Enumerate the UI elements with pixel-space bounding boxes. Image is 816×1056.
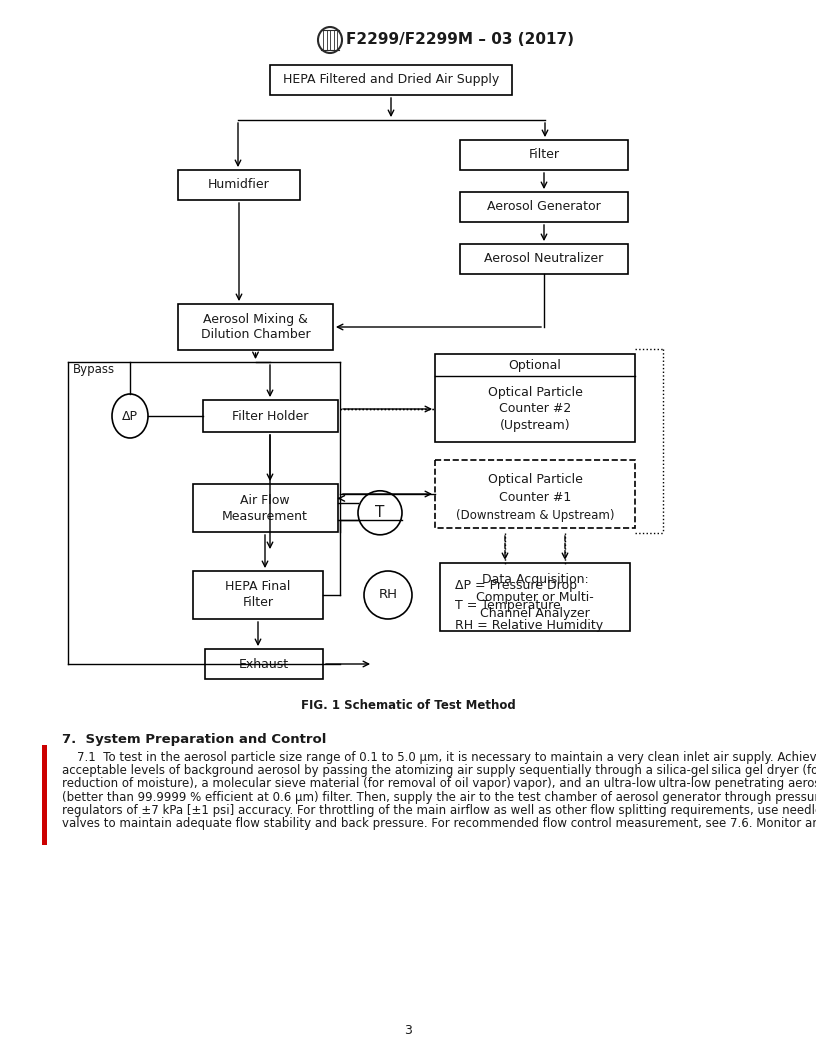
- Text: Bypass: Bypass: [73, 363, 115, 377]
- Text: Filter Holder: Filter Holder: [232, 410, 308, 422]
- Bar: [435, 460, 635, 528]
- Text: valves to maintain adequate flow stability and back pressure. For recommended fl: valves to maintain adequate flow stabili…: [62, 817, 816, 830]
- Text: Humidfier: Humidfier: [208, 178, 270, 191]
- Text: 3: 3: [404, 1023, 412, 1037]
- Text: 7.  System Preparation and Control: 7. System Preparation and Control: [62, 733, 326, 746]
- Text: Exhaust: Exhaust: [239, 658, 289, 671]
- Text: FIG. 1 Schematic of Test Method: FIG. 1 Schematic of Test Method: [300, 699, 516, 712]
- Bar: [178, 304, 333, 350]
- Text: Aerosol Mixing &: Aerosol Mixing &: [203, 313, 308, 326]
- Text: 7.1  To test in the aerosol particle size range of 0.1 to 5.0 μm, it is necessar: 7.1 To test in the aerosol particle size…: [62, 751, 816, 763]
- Text: ΔP = Pressure Drop: ΔP = Pressure Drop: [455, 579, 577, 592]
- Bar: [270, 65, 512, 95]
- Text: (Upstream): (Upstream): [499, 419, 570, 432]
- Text: T = Temperature: T = Temperature: [455, 599, 561, 612]
- Text: (better than 99.9999 % efficient at 0.6 μm) filter. Then, supply the air to the : (better than 99.9999 % efficient at 0.6 …: [62, 791, 816, 804]
- Text: Air Flow: Air Flow: [240, 493, 290, 507]
- Bar: [460, 244, 628, 274]
- Text: RH: RH: [379, 588, 397, 602]
- Text: Channel Analyzer: Channel Analyzer: [480, 607, 590, 621]
- Text: T: T: [375, 506, 384, 521]
- Text: F2299/F2299M – 03 (2017): F2299/F2299M – 03 (2017): [346, 33, 574, 48]
- Bar: [205, 649, 323, 679]
- Text: acceptable levels of background aerosol by passing the atomizing air supply sequ: acceptable levels of background aerosol …: [62, 765, 816, 777]
- Text: Filter: Filter: [529, 149, 560, 162]
- Text: (Downstream & Upstream): (Downstream & Upstream): [456, 509, 614, 523]
- Bar: [460, 192, 628, 222]
- Text: Optional: Optional: [508, 358, 561, 372]
- Text: Optical Particle: Optical Particle: [488, 472, 583, 486]
- Text: Measurement: Measurement: [222, 509, 308, 523]
- Text: Aerosol Generator: Aerosol Generator: [487, 201, 601, 213]
- Bar: [440, 563, 630, 631]
- Bar: [435, 354, 635, 442]
- Bar: [42, 744, 47, 845]
- Text: HEPA Filtered and Dried Air Supply: HEPA Filtered and Dried Air Supply: [283, 74, 499, 87]
- Text: RH = Relative Humidity: RH = Relative Humidity: [455, 619, 603, 631]
- Text: Optical Particle: Optical Particle: [488, 386, 583, 399]
- Bar: [193, 484, 338, 532]
- Text: ΔP: ΔP: [122, 410, 138, 422]
- Text: Data Acquisition:: Data Acquisition:: [481, 573, 588, 586]
- Text: Dilution Chamber: Dilution Chamber: [201, 328, 310, 341]
- Text: HEPA Final: HEPA Final: [225, 581, 290, 593]
- Text: reduction of moisture), a molecular sieve material (for removal of oil vapor) va: reduction of moisture), a molecular siev…: [62, 777, 816, 790]
- Bar: [178, 170, 300, 200]
- Bar: [460, 140, 628, 170]
- Text: regulators of ±7 kPa [±1 psi] accuracy. For throttling of the main airflow as we: regulators of ±7 kPa [±1 psi] accuracy. …: [62, 804, 816, 816]
- Text: Counter #2: Counter #2: [499, 402, 571, 415]
- Text: Filter: Filter: [242, 597, 273, 609]
- Bar: [193, 571, 323, 619]
- Text: Aerosol Neutralizer: Aerosol Neutralizer: [485, 252, 604, 265]
- Bar: [202, 400, 338, 432]
- Text: Computer or Multi-: Computer or Multi-: [476, 590, 594, 603]
- Text: Counter #1: Counter #1: [499, 491, 571, 504]
